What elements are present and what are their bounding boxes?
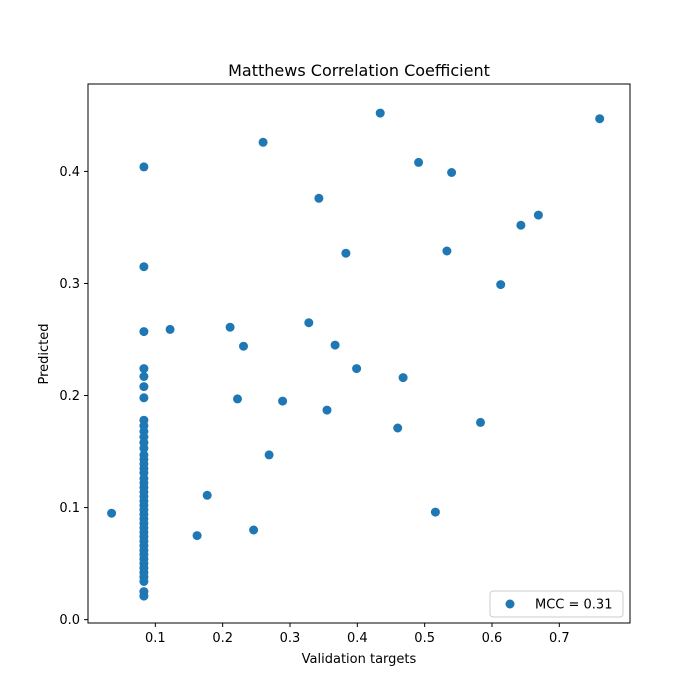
data-point [139, 393, 149, 403]
data-point [139, 591, 149, 601]
data-point [322, 405, 332, 415]
x-tick-label: 0.7 [549, 631, 570, 646]
plot-frame [87, 83, 631, 624]
data-point [314, 193, 324, 203]
x-tick-label: 0.4 [347, 631, 368, 646]
y-tick-label: 0.3 [59, 277, 80, 292]
y-tick-label: 0.2 [59, 389, 80, 404]
legend-label: MCC = 0.31 [535, 598, 612, 613]
data-point [139, 372, 149, 381]
data-point [278, 396, 288, 406]
data-point [139, 327, 149, 337]
data-point [233, 394, 242, 404]
data-point [330, 340, 340, 350]
data-point [352, 364, 362, 374]
data-point [595, 114, 605, 124]
x-tick-label: 0.6 [482, 631, 503, 646]
data-point [165, 324, 175, 334]
data-point [430, 507, 440, 517]
x-axis-label: Validation targets [302, 652, 417, 667]
y-tick-label: 0.1 [59, 501, 80, 516]
data-point [496, 280, 506, 290]
data-point [304, 318, 314, 328]
y-axis-ticks: 0.0 0.1 0.2 0.3 0.4 [59, 165, 88, 628]
data-point [476, 417, 485, 427]
chart-title: Matthews Correlation Coefficient [228, 61, 490, 80]
data-point [107, 508, 117, 518]
y-tick-label: 0.4 [59, 165, 80, 180]
x-tick-label: 0.1 [145, 631, 166, 646]
legend-box [489, 590, 624, 618]
data-point [533, 210, 543, 220]
data-point [264, 450, 274, 460]
data-point [192, 531, 202, 541]
data-point [239, 341, 248, 351]
x-tick-label: 0.2 [212, 631, 233, 646]
x-tick-label: 0.3 [280, 631, 301, 646]
data-point [139, 262, 149, 272]
legend-marker [505, 599, 515, 609]
data-point [375, 108, 385, 118]
data-point [139, 443, 149, 453]
x-axis-ticks: 0.1 0.2 0.3 0.4 0.5 0.6 0.7 [145, 623, 570, 646]
data-point [393, 423, 403, 433]
data-point [341, 248, 351, 258]
data-point [258, 137, 268, 147]
data-point [139, 382, 149, 392]
data-point [225, 322, 235, 332]
data-point [139, 162, 149, 172]
y-tick-label: 0.0 [59, 613, 80, 628]
data-point [249, 525, 259, 535]
data-point [398, 373, 408, 383]
data-point [139, 577, 149, 586]
scatter-points [107, 108, 605, 601]
data-point [414, 157, 424, 167]
y-axis-label: Predicted [37, 323, 52, 384]
x-tick-label: 0.5 [414, 631, 435, 646]
data-point [516, 220, 526, 230]
data-point [202, 490, 212, 500]
data-point [442, 246, 452, 256]
data-point [139, 364, 149, 374]
data-point [447, 168, 457, 177]
legend: MCC = 0.31 [489, 590, 624, 618]
